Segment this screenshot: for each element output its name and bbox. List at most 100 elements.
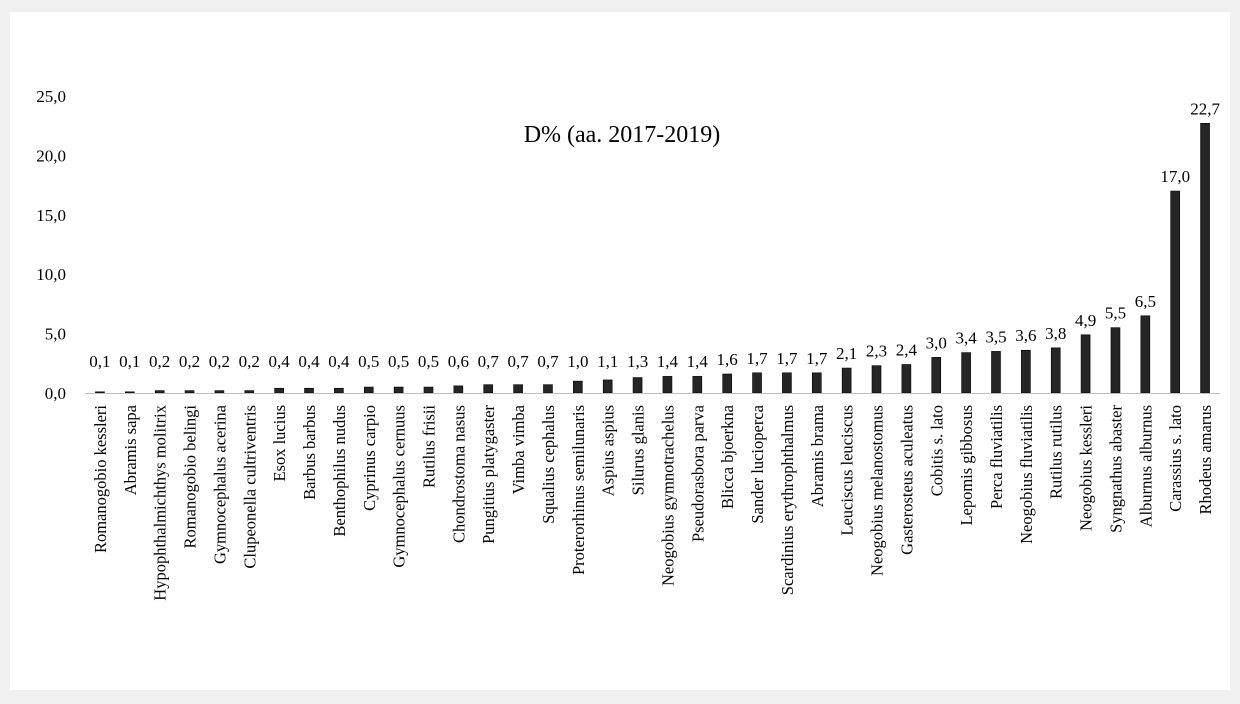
data-label: 0,6 [448, 352, 469, 371]
x-tick-label: Romanogobio belingi [181, 405, 200, 549]
bar [304, 387, 314, 394]
x-tick-label: Rutilus frisii [419, 405, 438, 488]
data-label: 0,5 [358, 352, 379, 371]
bar [1110, 327, 1121, 394]
data-label: 3,8 [1045, 324, 1066, 343]
data-label: 0,4 [298, 352, 320, 371]
x-tick-label: Pungitius platygaster [479, 405, 498, 544]
data-label: 3,6 [1015, 326, 1036, 345]
x-tick-label: Neogobius melanostomus [868, 405, 887, 576]
x-tick-label: Neogobius gymnotrachelus [658, 405, 677, 586]
bar [274, 387, 284, 394]
data-label: 0,2 [179, 352, 200, 371]
x-tick-label: Benthophilus nudus [330, 405, 349, 537]
bar [722, 373, 732, 394]
data-label: 3,0 [926, 333, 947, 352]
x-tick-label: Esox lucius [270, 405, 289, 482]
x-tick-label: Rhodeus amarus [1196, 405, 1215, 515]
bar [931, 357, 942, 394]
x-tick-label: Neogobius fluviatilis [1017, 405, 1036, 544]
bar [573, 380, 583, 394]
bar [901, 364, 912, 394]
data-label: 22,7 [1190, 99, 1220, 118]
bar [1021, 349, 1031, 394]
y-tick-label: 0,0 [45, 384, 66, 403]
x-tick-label: Cyprinus carpio [360, 405, 379, 511]
bar [632, 377, 643, 394]
data-label: 0,5 [388, 352, 409, 371]
data-label: 1,1 [597, 352, 618, 371]
x-tick-label: Abramis brama [808, 404, 827, 507]
x-tick-label: Romanogobio kessleri [91, 405, 110, 553]
x-tick-label: Gymnocephalus acerina [210, 404, 229, 564]
data-label: 0,5 [418, 352, 439, 371]
x-tick-label: Scardinius erythrophthalmus [778, 405, 797, 595]
x-tick-label: Carassius s. lato [1166, 405, 1185, 512]
chart-title: D% (aa. 2017-2019) [524, 122, 721, 148]
bar [543, 384, 553, 394]
y-tick-label: 25,0 [36, 87, 66, 106]
x-tick-label: Neogobius kessleri [1077, 405, 1096, 531]
data-label: 3,5 [985, 327, 1006, 346]
x-tick-label: Leuciscus leuciscus [838, 405, 857, 536]
x-tick-label: Chondrostoma nasus [449, 405, 468, 543]
data-label: 5,5 [1105, 304, 1126, 323]
x-tick-label: Squalius cephalus [539, 405, 558, 524]
data-label: 0,1 [89, 352, 110, 371]
data-label: 0,2 [239, 352, 260, 371]
bar [184, 390, 195, 394]
data-label: 4,9 [1075, 311, 1096, 330]
data-label: 0,7 [537, 352, 559, 371]
x-tick-label: Barbus barbus [300, 405, 319, 500]
x-tick-label: Blicca bjoerkna [718, 404, 737, 509]
bar [811, 372, 822, 394]
data-label: 0,2 [209, 352, 230, 371]
chart-area: 0,0 5,0 10,0 15,0 20,0 25,0 0,1 0,1 0,2 0,2 0,2 0,… [10, 12, 1230, 690]
x-tick-label: Gymnocephalus cernuus [390, 405, 409, 568]
x-tick-label: Syngnathus abaster [1106, 405, 1125, 533]
bar [1080, 334, 1091, 394]
bar [841, 367, 852, 394]
bar [1170, 190, 1180, 394]
bar [423, 386, 434, 394]
x-tick-label: Silurus glanis [629, 405, 648, 495]
bar [214, 390, 225, 394]
bar [1140, 315, 1151, 394]
bar [662, 376, 673, 394]
data-label: 1,3 [627, 352, 648, 371]
x-axis-labels: Romanogobio kessleri Abramis sapa Hypophth… [91, 404, 1215, 600]
data-label: 1,4 [657, 352, 679, 371]
bar [95, 391, 105, 394]
bar [1050, 347, 1061, 394]
bar [602, 379, 613, 394]
data-label: 1,7 [806, 349, 828, 368]
bar [393, 386, 404, 394]
y-tick-label: 20,0 [36, 146, 66, 165]
data-label: 6,5 [1135, 292, 1156, 311]
data-label: 1,7 [746, 349, 768, 368]
bar [483, 384, 494, 394]
data-label: 17,0 [1160, 167, 1190, 186]
data-label: 1,6 [717, 350, 738, 369]
y-axis: 0,0 5,0 10,0 15,0 20,0 25,0 [36, 87, 66, 403]
y-tick-label: 5,0 [45, 325, 66, 344]
x-tick-label: Pseudorasbora parva [688, 404, 707, 542]
data-label: 0,4 [328, 352, 350, 371]
x-tick-label: Rutilus rutilus [1047, 405, 1066, 499]
data-label: 0,2 [149, 352, 170, 371]
bar [871, 365, 882, 394]
bar [513, 384, 523, 394]
bar [991, 351, 1001, 394]
bar [692, 376, 703, 394]
bar [334, 387, 344, 394]
x-tick-label: Lepomis gibbosus [957, 405, 976, 526]
data-label: 2,1 [836, 344, 857, 363]
data-label: 0,4 [269, 352, 291, 371]
data-labels: 0,1 0,1 0,2 0,2 0,2 0,2 0,4 0,4 0,4 0,5 0,5 0,5 0,6 0… [89, 99, 1220, 371]
bar [125, 391, 135, 394]
data-label: 1,4 [687, 352, 709, 371]
data-label: 2,4 [896, 340, 918, 359]
bar [363, 386, 374, 394]
x-tick-label: Sander lucioperca [748, 404, 767, 523]
